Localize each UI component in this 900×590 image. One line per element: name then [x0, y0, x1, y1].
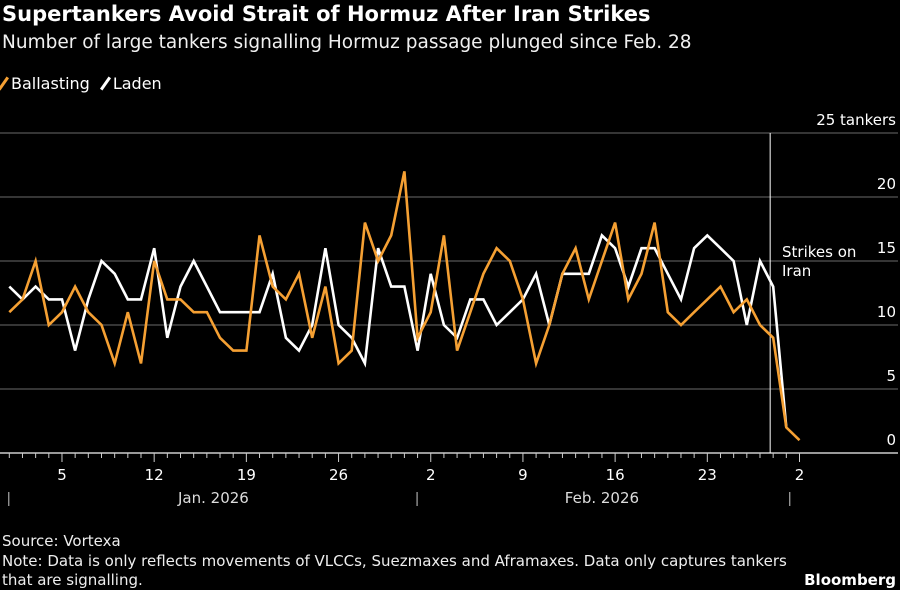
chart-subtitle: Number of large tankers signalling Hormu… [2, 32, 692, 53]
x-tick-label: 5 [57, 466, 67, 484]
annotation-text: Strikes on [782, 243, 856, 261]
legend: Ballasting Laden [0, 74, 162, 93]
y-tick-label: 20 [877, 175, 896, 193]
series-line-ballasting [8, 171, 801, 442]
chart-area: 0 5 10 15 20 25 tankers 5 12 19 26 2 9 16 23 2 Jan. 202… [0, 111, 898, 507]
y-tick-label: 15 [877, 239, 896, 257]
x-tick-label: 26 [329, 466, 348, 484]
month-label: Feb. 2026 [565, 489, 639, 507]
legend-label: Laden [112, 74, 162, 93]
x-tick-label: 9 [518, 466, 528, 484]
x-tick-label: 12 [145, 466, 164, 484]
legend-item-ballasting: Ballasting [0, 74, 90, 93]
source-text: Source: Vortexa [2, 532, 121, 550]
chart-title: Supertankers Avoid Strait of Hormuz Afte… [2, 2, 651, 26]
y-tick-label: 5 [886, 367, 896, 385]
y-tick-label: 0 [886, 431, 896, 449]
y-tick-label: 10 [877, 303, 896, 321]
y-tick-label: 25 tankers [816, 111, 896, 129]
x-tick-label: 23 [698, 466, 717, 484]
note-text: Note: Data is only reflects movements of… [2, 552, 787, 589]
x-tick-label: 16 [606, 466, 625, 484]
month-label: Jan. 2026 [177, 489, 249, 507]
x-tick-label: 2 [426, 466, 436, 484]
annotation-text: Iran [782, 262, 811, 280]
legend-item-laden: Laden [99, 74, 162, 93]
x-tick-label: 2 [795, 466, 805, 484]
x-tick-label: 19 [237, 466, 256, 484]
bloomberg-logo: Bloomberg [804, 571, 896, 589]
legend-label: Ballasting [11, 74, 90, 93]
series-line-laden [8, 233, 788, 428]
